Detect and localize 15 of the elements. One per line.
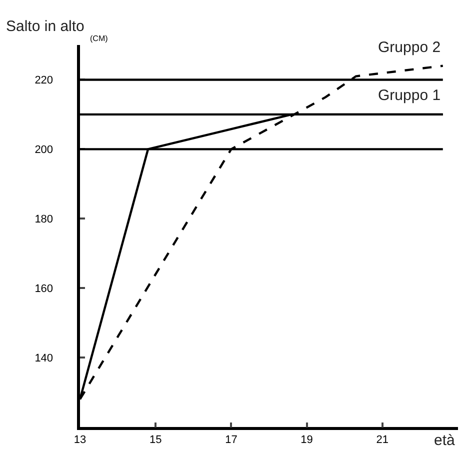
x-axis-title: età (434, 432, 456, 449)
x-tick-label: 21 (376, 434, 389, 446)
y-tick-label: 180 (34, 213, 54, 226)
series-label: Gruppo 2 (378, 39, 441, 56)
x-tick-label: 19 (300, 434, 313, 446)
y-axis-title: Salto in alto (6, 18, 84, 35)
series-label: Gruppo 1 (378, 87, 441, 104)
y-tick-label: 200 (34, 144, 54, 156)
x-tick-label: 17 (225, 434, 238, 446)
x-tick-label: 13 (74, 434, 86, 446)
y-tick-label: 160 (34, 282, 54, 295)
y-tick-label: 220 (34, 74, 54, 87)
x-tick-label: 15 (149, 434, 162, 446)
y-tick-label: 140 (34, 352, 54, 364)
text: (CM) (90, 34, 108, 43)
